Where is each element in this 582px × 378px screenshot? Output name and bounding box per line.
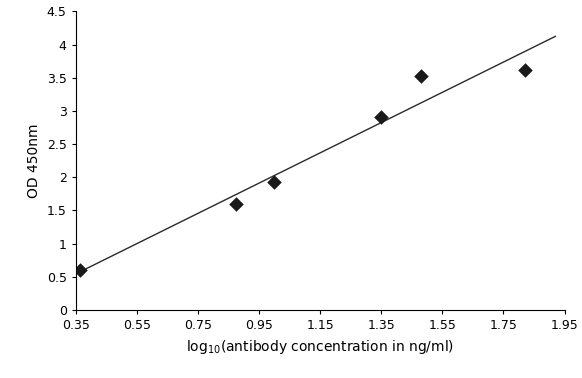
Y-axis label: OD 450nm: OD 450nm xyxy=(27,123,41,198)
Point xyxy=(416,73,425,79)
Point xyxy=(377,114,386,120)
Point xyxy=(232,201,241,207)
X-axis label: log$_{10}$(antibody concentration in ng/ml): log$_{10}$(antibody concentration in ng/… xyxy=(186,338,454,356)
Point xyxy=(269,179,279,185)
Point xyxy=(76,267,85,273)
Point xyxy=(520,67,530,73)
